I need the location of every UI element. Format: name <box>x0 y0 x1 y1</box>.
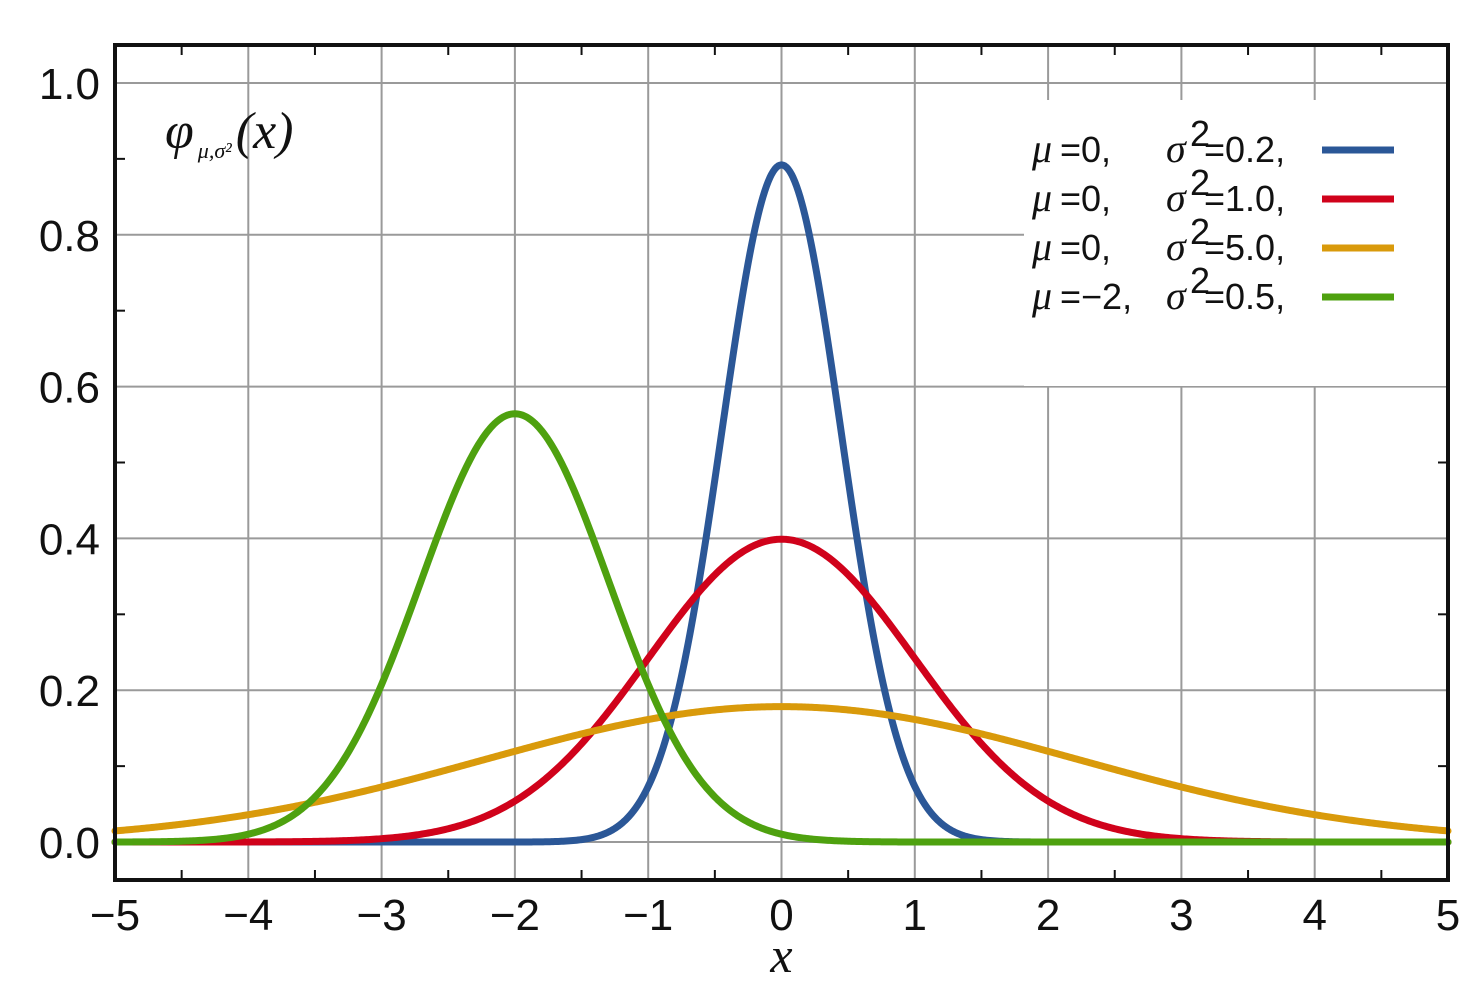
x-tick-label: −2 <box>490 891 540 940</box>
legend-sigma-value: =5.0, <box>1204 227 1285 268</box>
y-tick-label: 1.0 <box>39 60 100 109</box>
function-label-symbol: φ <box>165 103 194 160</box>
legend-mu-value: =0, <box>1060 178 1111 219</box>
legend-mu-symbol: μ <box>1031 126 1052 171</box>
minor-ticks <box>115 45 1448 880</box>
y-tick-label: 0.6 <box>39 364 100 413</box>
x-tick-label: −4 <box>223 891 273 940</box>
y-tick-label: 0.8 <box>39 212 100 261</box>
legend-mu-symbol: μ <box>1031 273 1052 318</box>
series-line-3 <box>111 703 1452 835</box>
legend-sigma-value: =1.0, <box>1204 178 1285 219</box>
series-line-4 <box>111 410 1452 846</box>
x-tick-label: 5 <box>1436 891 1460 940</box>
legend-sigma-symbol: σ <box>1166 126 1187 171</box>
legend-entry: μ =−2, σ 2=0.5, <box>1031 260 1394 318</box>
x-tick-label: 1 <box>903 891 927 940</box>
plot-frame <box>113 43 1450 882</box>
y-tick-label: 0.4 <box>39 515 100 564</box>
y-tick-label: 0.2 <box>39 667 100 716</box>
function-label-subscript: μ,σ² <box>197 138 232 163</box>
x-axis-tick-labels: −5 −4 −3 −2 −1 0 1 2 3 4 5 <box>90 891 1460 940</box>
x-tick-label: −1 <box>623 891 673 940</box>
x-tick-label: 4 <box>1302 891 1326 940</box>
x-tick-label: 3 <box>1169 891 1193 940</box>
x-axis-label: x <box>769 927 792 983</box>
legend-sigma-symbol: σ <box>1166 175 1187 220</box>
legend-sigma-value: =0.2, <box>1204 129 1285 170</box>
legend-sigma-exponent: 2 <box>1190 211 1210 252</box>
legend-mu-value: =0, <box>1060 129 1111 170</box>
legend-mu-symbol: μ <box>1031 224 1052 269</box>
series-lines <box>111 161 1452 846</box>
legend-sigma-symbol: σ <box>1166 273 1187 318</box>
legend-sigma-exponent: 2 <box>1190 113 1210 154</box>
legend-entry: μ =0, σ 2=1.0, <box>1031 162 1394 220</box>
x-tick-label: 2 <box>1036 891 1060 940</box>
legend-sigma-exponent: 2 <box>1190 260 1210 301</box>
legend-entry: μ =0, σ 2=5.0, <box>1031 211 1394 269</box>
x-tick-label: −5 <box>90 891 140 940</box>
y-axis-tick-labels: 0.0 0.2 0.4 0.6 0.8 1.0 <box>39 60 100 868</box>
legend-mu-symbol: μ <box>1031 175 1052 220</box>
x-tick-label: 0 <box>769 891 793 940</box>
y-tick-label: 0.0 <box>39 819 100 868</box>
function-label-argument: (x) <box>236 103 294 160</box>
legend-sigma-exponent: 2 <box>1190 162 1210 203</box>
function-label: φ μ,σ² (x) <box>165 103 294 163</box>
x-tick-label: −3 <box>357 891 407 940</box>
legend-sigma-symbol: σ <box>1166 224 1187 269</box>
legend-mu-value: =−2, <box>1060 276 1132 317</box>
legend-mu-value: =0, <box>1060 227 1111 268</box>
legend-sigma-value: =0.5, <box>1204 276 1285 317</box>
legend: μ =0, σ 2=0.2,μ =0, σ 2=1.0,μ =0, σ 2=5.0,μ =−2, σ 2… <box>1024 100 1446 386</box>
legend-entry: μ =0, σ 2=0.2, <box>1031 113 1394 171</box>
